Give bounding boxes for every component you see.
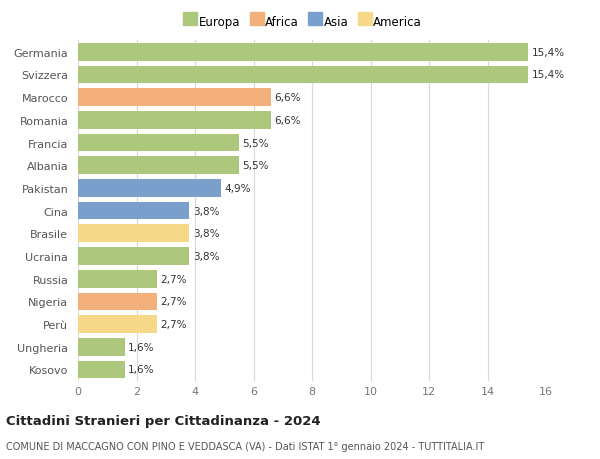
Bar <box>78 338 125 356</box>
Text: 5,5%: 5,5% <box>242 161 269 171</box>
Text: 15,4%: 15,4% <box>532 48 565 58</box>
Text: 5,5%: 5,5% <box>242 138 269 148</box>
Bar <box>78 293 157 311</box>
Text: 2,7%: 2,7% <box>160 319 187 330</box>
Bar <box>78 179 221 197</box>
Bar <box>78 134 239 152</box>
Text: 1,6%: 1,6% <box>128 364 155 375</box>
Bar <box>78 315 157 333</box>
Bar <box>78 44 529 62</box>
Text: 6,6%: 6,6% <box>275 116 301 126</box>
Bar <box>78 67 529 84</box>
Text: 1,6%: 1,6% <box>128 342 155 352</box>
Text: 6,6%: 6,6% <box>275 93 301 103</box>
Text: 15,4%: 15,4% <box>532 70 565 80</box>
Bar <box>78 112 271 129</box>
Bar <box>78 361 125 379</box>
Bar <box>78 270 157 288</box>
Text: Cittadini Stranieri per Cittadinanza - 2024: Cittadini Stranieri per Cittadinanza - 2… <box>6 414 320 428</box>
Text: 3,8%: 3,8% <box>193 206 219 216</box>
Text: 3,8%: 3,8% <box>193 252 219 262</box>
Legend: Europa, Africa, Asia, America: Europa, Africa, Asia, America <box>181 13 424 31</box>
Text: COMUNE DI MACCAGNO CON PINO E VEDDASCA (VA) - Dati ISTAT 1° gennaio 2024 - TUTTI: COMUNE DI MACCAGNO CON PINO E VEDDASCA (… <box>6 441 484 451</box>
Bar <box>78 225 189 243</box>
Text: 2,7%: 2,7% <box>160 274 187 284</box>
Text: 3,8%: 3,8% <box>193 229 219 239</box>
Bar <box>78 202 189 220</box>
Bar <box>78 247 189 265</box>
Text: 4,9%: 4,9% <box>225 184 251 194</box>
Bar <box>78 89 271 107</box>
Text: 2,7%: 2,7% <box>160 297 187 307</box>
Bar <box>78 157 239 175</box>
